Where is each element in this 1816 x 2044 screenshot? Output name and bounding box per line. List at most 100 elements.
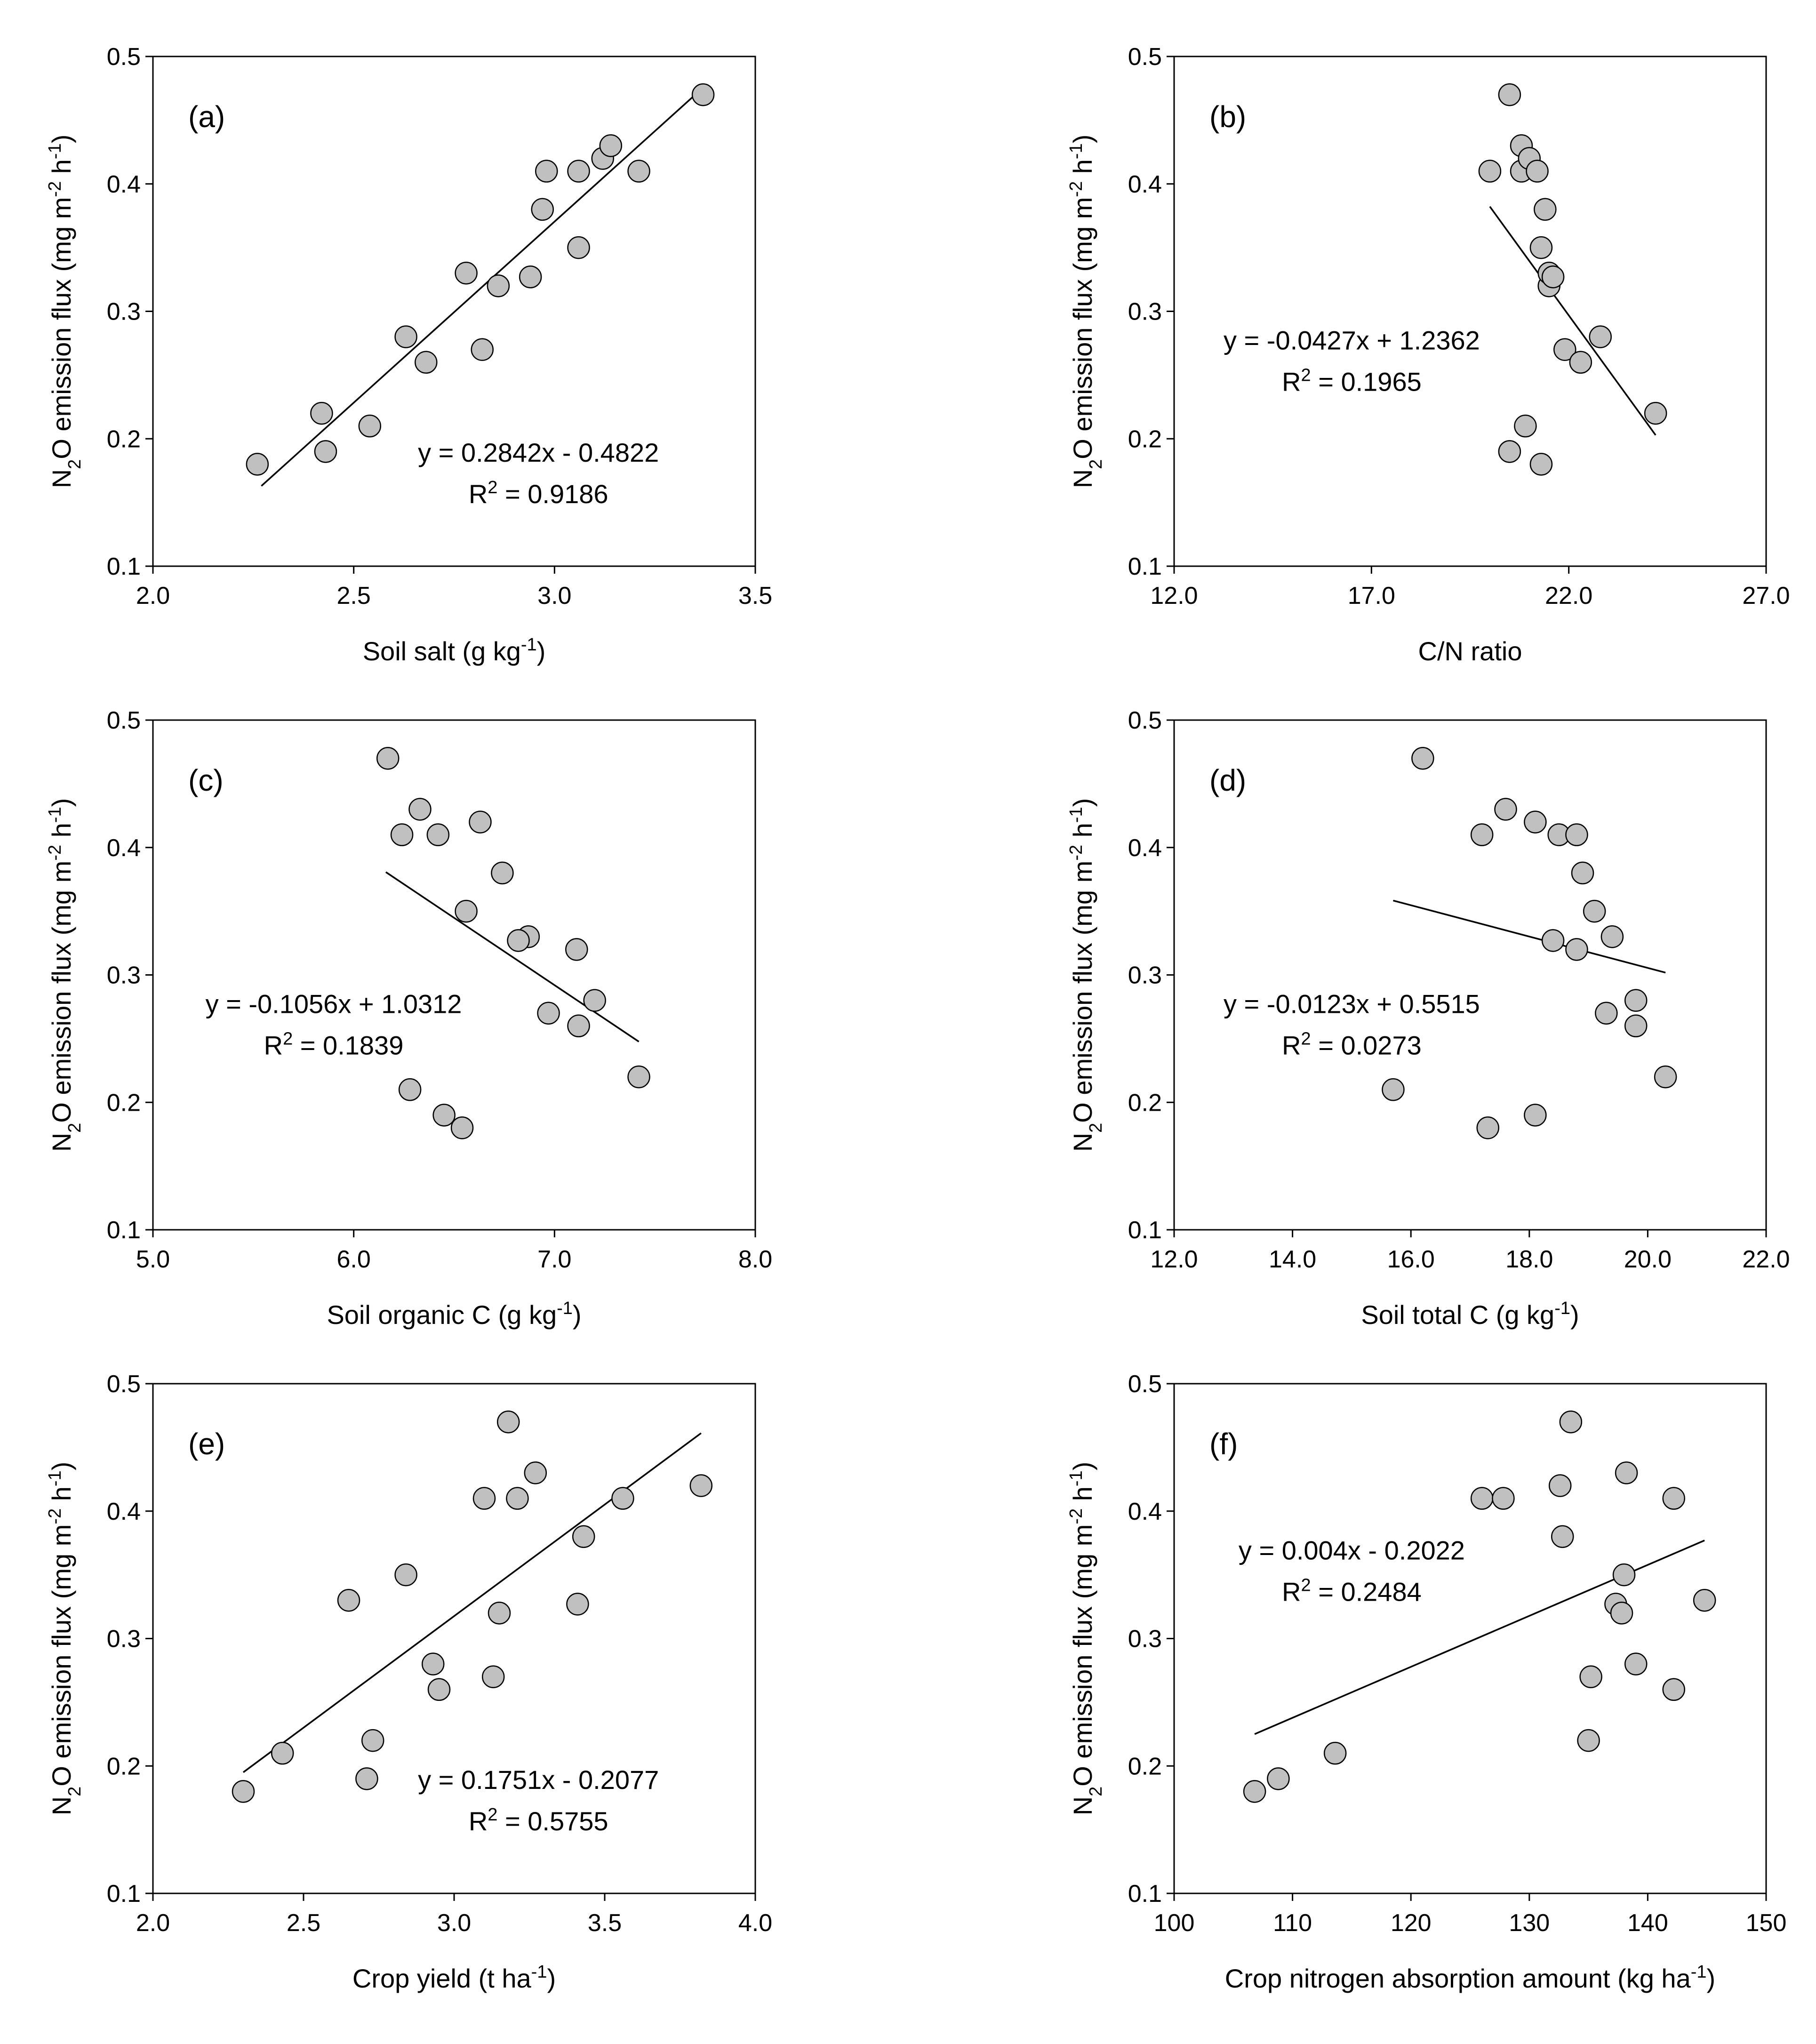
y-tick-label: 0.3 [1128, 1626, 1162, 1653]
data-point [472, 1487, 496, 1510]
x-tick-label: 17.0 [1348, 582, 1395, 609]
x-tick-label: 100 [1154, 1909, 1195, 1937]
data-point [491, 861, 514, 885]
y-tick-label: 0.1 [107, 553, 141, 580]
x-tick-label: 27.0 [1742, 582, 1790, 609]
trendline [242, 1432, 702, 1773]
data-point [427, 1678, 451, 1701]
y-tick-label: 0.3 [107, 1626, 141, 1653]
y-axis-label: N2O emission flux (mg m-2 h-1) [45, 1462, 85, 1816]
data-point [1529, 236, 1553, 259]
data-point [1548, 1474, 1572, 1497]
y-tick-label: 0.3 [107, 298, 141, 326]
data-point [1514, 414, 1537, 438]
data-point [376, 746, 400, 770]
r-squared: R2 = 0.9186 [469, 478, 608, 509]
x-tick-label: 3.0 [437, 1909, 471, 1937]
x-tick-label: 3.5 [738, 582, 772, 609]
data-point [1612, 1563, 1636, 1587]
x-tick-label: 2.0 [136, 582, 170, 609]
data-point [1541, 929, 1565, 952]
data-point [567, 236, 590, 259]
data-point [1498, 83, 1521, 106]
data-point [1583, 899, 1606, 923]
regression-equation: y = -0.0123x + 0.5515 [1224, 989, 1480, 1019]
data-point [455, 899, 478, 923]
panel-d: 0.1 0.2 0.3 0.4 0.5 12.0 14.0 16.0 18.0 20.0 22.0 S… [1066, 707, 1790, 1330]
data-point [1494, 798, 1517, 821]
data-point [1529, 453, 1553, 476]
y-tick-label: 0.4 [1128, 834, 1162, 862]
panel-label: (b) [1209, 100, 1246, 134]
data-point [271, 1741, 294, 1765]
y-axis-label: N2O emission flux (mg m-2 h-1) [45, 135, 85, 489]
panel-label: (a) [188, 100, 225, 134]
data-point [572, 1525, 595, 1548]
x-tick-label: 12.0 [1150, 1246, 1198, 1273]
y-tick-label: 0.1 [1128, 553, 1162, 580]
plot-frame [1173, 1383, 1767, 1894]
data-point [487, 274, 510, 297]
data-point [567, 160, 590, 183]
x-tick-label: 12.0 [1150, 582, 1198, 609]
r-squared: R2 = 0.5755 [469, 1805, 608, 1836]
data-point [496, 1410, 520, 1434]
trendline [1393, 899, 1666, 974]
y-axis-label: N2O emission flux (mg m-2 h-1) [1066, 135, 1106, 489]
r-squared: R2 = 0.2484 [1282, 1576, 1422, 1607]
plot-frame [152, 719, 756, 1231]
data-point [1524, 810, 1547, 834]
data-point [337, 1589, 360, 1612]
y-tick-label: 0.1 [1128, 1217, 1162, 1244]
data-point [531, 198, 554, 221]
r-squared: R2 = 0.1839 [264, 1029, 404, 1060]
data-point [394, 325, 417, 348]
panel-label: (f) [1209, 1427, 1238, 1461]
data-point [426, 823, 450, 846]
x-axis-label: C/N ratio [1418, 636, 1522, 666]
data-point [583, 989, 606, 1012]
x-tick-label: 14.0 [1269, 1246, 1316, 1273]
data-point [689, 1474, 713, 1497]
data-point [1553, 338, 1576, 361]
data-point [398, 1078, 422, 1101]
y-tick-label: 0.5 [1128, 43, 1162, 71]
y-tick-label: 0.2 [1128, 1089, 1162, 1116]
data-point [1569, 351, 1592, 374]
trendline [385, 871, 640, 1042]
regression-equation: y = -0.0427x + 1.2362 [1224, 326, 1480, 355]
y-axis-label: N2O emission flux (mg m-2 h-1) [1066, 1462, 1106, 1816]
r-squared: R2 = 0.1965 [1282, 366, 1422, 397]
data-point [432, 1104, 456, 1127]
data-point [611, 1487, 634, 1510]
data-point [567, 1014, 590, 1038]
x-tick-label: 140 [1627, 1909, 1668, 1937]
data-point [1559, 1410, 1583, 1434]
panel-label: (d) [1209, 763, 1246, 797]
y-tick-label: 0.5 [107, 1371, 141, 1398]
x-tick-label: 22.0 [1742, 1246, 1790, 1273]
data-point [421, 1652, 445, 1675]
x-tick-label: 3.5 [588, 1909, 622, 1937]
x-axis-label: Crop nitrogen absorption amount (kg ha-1… [1225, 1962, 1715, 1993]
data-point [390, 823, 414, 846]
data-point [1595, 1002, 1618, 1025]
x-tick-label: 3.0 [537, 582, 571, 609]
data-point [1654, 1065, 1677, 1089]
y-tick-label: 0.2 [1128, 1753, 1162, 1780]
data-point [1662, 1678, 1686, 1701]
data-point [1323, 1741, 1347, 1765]
r-squared: R2 = 0.0273 [1282, 1029, 1422, 1060]
data-point [1589, 325, 1612, 348]
x-tick-label: 2.5 [287, 1909, 320, 1937]
data-point [310, 401, 333, 425]
regression-equation: y = 0.1751x - 0.2077 [418, 1765, 659, 1795]
data-point [1615, 1461, 1638, 1484]
y-tick-label: 0.3 [107, 962, 141, 989]
x-tick-label: 16.0 [1387, 1246, 1435, 1273]
data-point [1526, 160, 1549, 183]
data-point [1600, 925, 1624, 948]
data-point [1476, 1116, 1499, 1139]
data-point [565, 938, 588, 961]
plot-frame [1173, 56, 1767, 567]
